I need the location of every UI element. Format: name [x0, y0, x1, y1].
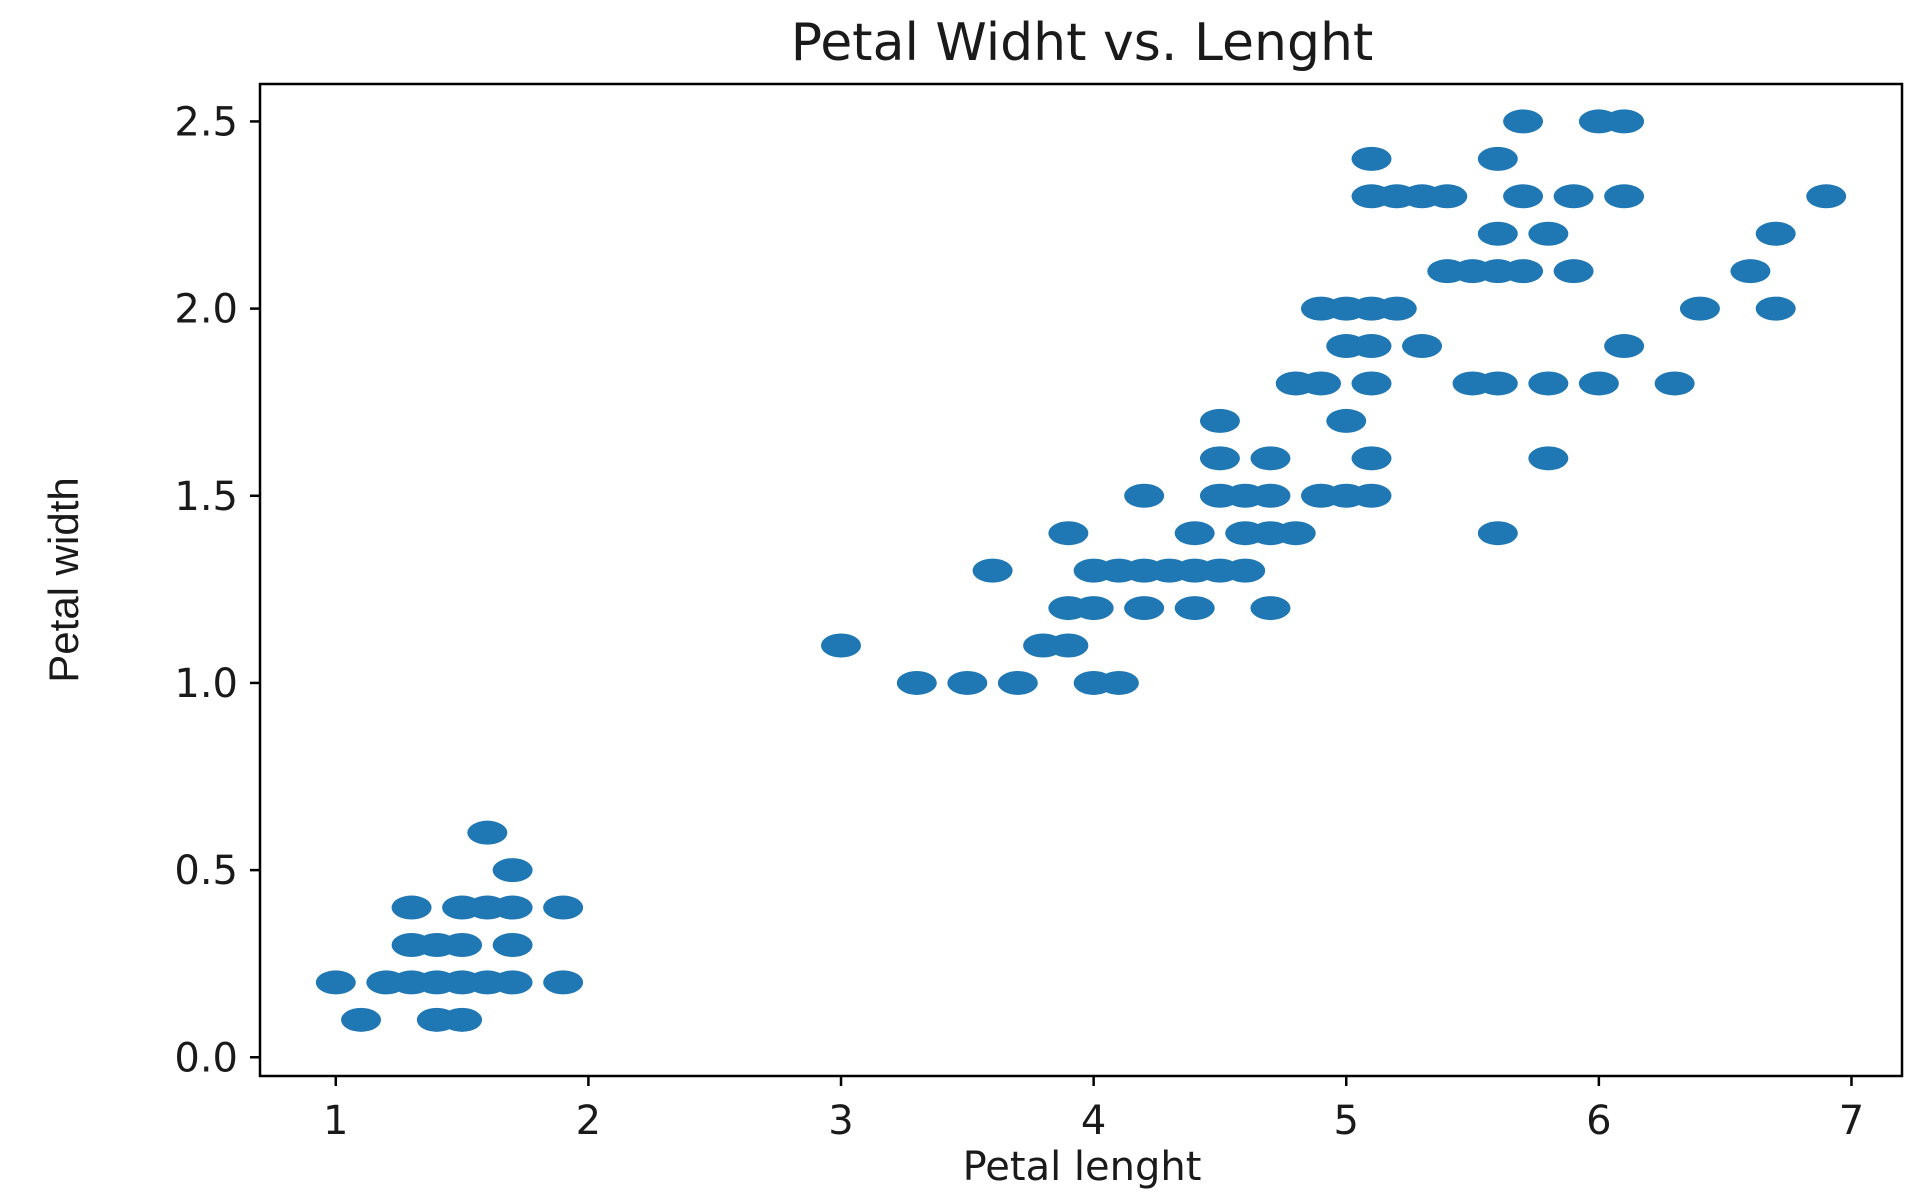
scatter-point: [1679, 296, 1720, 321]
scatter-point: [1477, 371, 1518, 396]
scatter-point: [315, 970, 356, 995]
scatter-point: [543, 895, 584, 920]
scatter-point: [341, 1007, 382, 1032]
scatter-point: [1755, 221, 1796, 246]
scatter-point: [391, 895, 432, 920]
x-tick-label: 2: [576, 1098, 601, 1144]
scatter-point: [442, 932, 483, 957]
scatter-point: [1351, 446, 1392, 471]
scatter-point: [1174, 521, 1215, 546]
y-tick-label: 0.5: [174, 848, 238, 894]
scatter-point: [1124, 483, 1165, 508]
scatter-point: [1351, 483, 1392, 508]
scatter-point: [1402, 334, 1443, 359]
plot-frame: [258, 82, 1904, 1078]
scatter-point: [1578, 371, 1619, 396]
axis-ticks: 1 2 3 4 5 6 7 0.0 0.5 1.0 1.5 2.0 2.5: [174, 99, 1864, 1144]
scatter-point: [1098, 670, 1139, 695]
scatter-point: [1199, 408, 1240, 433]
scatter-point: [1351, 146, 1392, 171]
scatter-point: [1073, 596, 1114, 621]
scatter-point: [492, 858, 533, 883]
scatter-point: [1477, 221, 1518, 246]
scatter-point: [1528, 371, 1569, 396]
scatter-point: [467, 820, 508, 845]
scatter-point: [1553, 259, 1594, 284]
scatter-point: [1351, 334, 1392, 359]
y-tick-label: 2.0: [174, 287, 238, 333]
scatter-point: [1604, 334, 1645, 359]
scatter-point: [1528, 221, 1569, 246]
scatter-point: [1503, 109, 1544, 134]
scatter-point: [1048, 633, 1089, 658]
x-tick-label: 5: [1334, 1098, 1359, 1144]
scatter-point: [997, 670, 1038, 695]
scatter-point: [492, 970, 533, 995]
x-tick-label: 1: [323, 1098, 348, 1144]
scatter-point: [1250, 483, 1291, 508]
scatter-point: [492, 895, 533, 920]
x-tick-label: 6: [1586, 1098, 1611, 1144]
scatter-point: [1199, 446, 1240, 471]
scatter-point: [1755, 296, 1796, 321]
scatter-point: [1477, 521, 1518, 546]
scatter-point: [1275, 521, 1316, 546]
scatter-point: [543, 970, 584, 995]
scatter-point: [896, 670, 937, 695]
x-tick-label: 3: [828, 1098, 853, 1144]
scatter-point: [1477, 146, 1518, 171]
scatter-point: [1806, 184, 1847, 209]
scatter-point: [1503, 259, 1544, 284]
chart-title: Petal Widht vs. Lenght: [791, 13, 1374, 73]
x-tick-label: 7: [1839, 1098, 1864, 1144]
scatter-point: [1427, 184, 1468, 209]
scatter-point: [1503, 184, 1544, 209]
y-tick-label: 2.5: [174, 99, 238, 145]
scatter-point: [1604, 109, 1645, 134]
y-tick-label: 1.0: [174, 661, 238, 707]
scatter-point: [821, 633, 862, 658]
scatter-point: [1225, 558, 1266, 583]
y-tick-label: 1.5: [174, 474, 238, 520]
y-axis-label: Petal width: [40, 477, 87, 682]
scatter-point: [972, 558, 1013, 583]
scatter-point: [1654, 371, 1695, 396]
scatter-point: [1048, 521, 1089, 546]
scatter-point: [1300, 371, 1341, 396]
y-tick-label: 0.0: [174, 1035, 238, 1081]
scatter-point: [1174, 596, 1215, 621]
x-axis-label: Petal lenght: [963, 1144, 1202, 1190]
x-tick-label: 4: [1081, 1098, 1106, 1144]
scatter-points: [315, 109, 1847, 1032]
scatter-point: [1376, 296, 1417, 321]
scatter-point: [1250, 596, 1291, 621]
scatter-point: [1124, 596, 1165, 621]
scatter-point: [1528, 446, 1569, 471]
scatter-point: [442, 1007, 483, 1032]
scatter-point: [492, 932, 533, 957]
scatter-point: [1604, 184, 1645, 209]
scatter-point: [1553, 184, 1594, 209]
scatter-point: [1326, 408, 1367, 433]
scatter-point: [947, 670, 988, 695]
scatter-point: [1351, 371, 1392, 396]
scatter-point: [1250, 446, 1291, 471]
scatter-point: [1730, 259, 1771, 284]
